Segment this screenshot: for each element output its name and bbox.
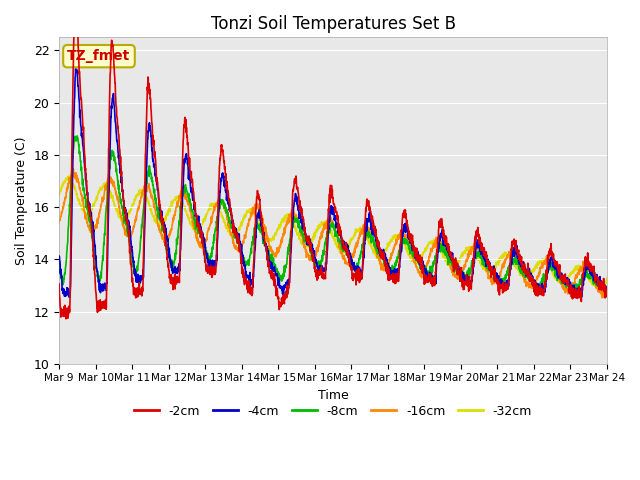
Title: Tonzi Soil Temperatures Set B: Tonzi Soil Temperatures Set B — [211, 15, 456, 33]
X-axis label: Time: Time — [317, 389, 348, 402]
Legend: -2cm, -4cm, -8cm, -16cm, -32cm: -2cm, -4cm, -8cm, -16cm, -32cm — [129, 400, 537, 423]
Y-axis label: Soil Temperature (C): Soil Temperature (C) — [15, 136, 28, 265]
Text: TZ_fmet: TZ_fmet — [67, 49, 131, 63]
